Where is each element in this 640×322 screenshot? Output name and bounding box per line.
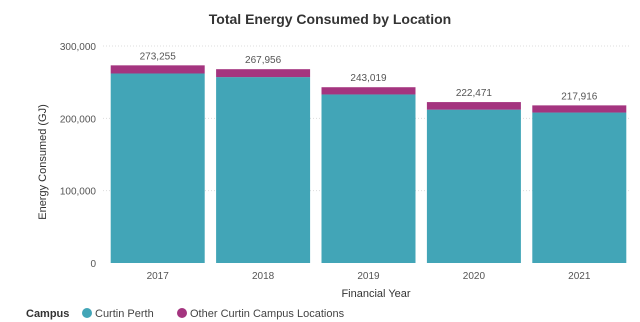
bar-other-campus-locations [110,65,205,74]
bar-total-label: 273,255 [140,51,177,62]
bar-total-label: 243,019 [350,73,387,84]
x-axis-ticks: 2017 2018 2019 2020 2021 [147,271,591,282]
y-tick-label: 100,000 [60,187,97,198]
y-axis-ticks: 0 100,000 200,000 300,000 [60,42,97,270]
legend: Campus Curtin Perth Other Curtin Campus L… [26,308,345,320]
legend-title: Campus [26,308,69,320]
legend-entry: Curtin Perth [95,308,154,320]
bar-total-label: 222,471 [456,88,493,99]
x-axis-label: Financial Year [341,288,410,300]
legend-marker-other-campus [177,308,187,318]
x-tick-label: 2017 [147,271,170,282]
bar-total-label: 267,956 [245,55,282,66]
x-tick-label: 2021 [568,271,591,282]
y-axis-label: Energy Consumed (GJ) [37,104,49,220]
bars [110,65,627,264]
y-tick-label: 0 [90,259,96,270]
bar-curtin-perth [216,77,311,263]
bar-other-campus-locations [532,105,627,113]
x-tick-label: 2018 [252,271,275,282]
y-tick-label: 300,000 [60,42,97,53]
bar-total-label: 217,916 [561,91,598,102]
data-labels: 273,255 267,956 243,019 222,471 217,916 [140,51,598,102]
bar-curtin-perth [321,94,416,263]
bar-curtin-perth [532,112,627,264]
legend-marker-curtin-perth [82,308,92,318]
y-tick-label: 200,000 [60,114,97,125]
x-tick-label: 2019 [357,271,380,282]
bar-other-campus-locations [216,69,311,78]
bar-curtin-perth [110,73,205,263]
x-tick-label: 2020 [463,271,486,282]
bar-other-campus-locations [426,102,521,110]
chart-title: Total Energy Consumed by Location [209,11,451,27]
bar-curtin-perth [426,109,521,263]
bar-other-campus-locations [321,87,416,95]
legend-entry: Other Curtin Campus Locations [190,308,345,320]
